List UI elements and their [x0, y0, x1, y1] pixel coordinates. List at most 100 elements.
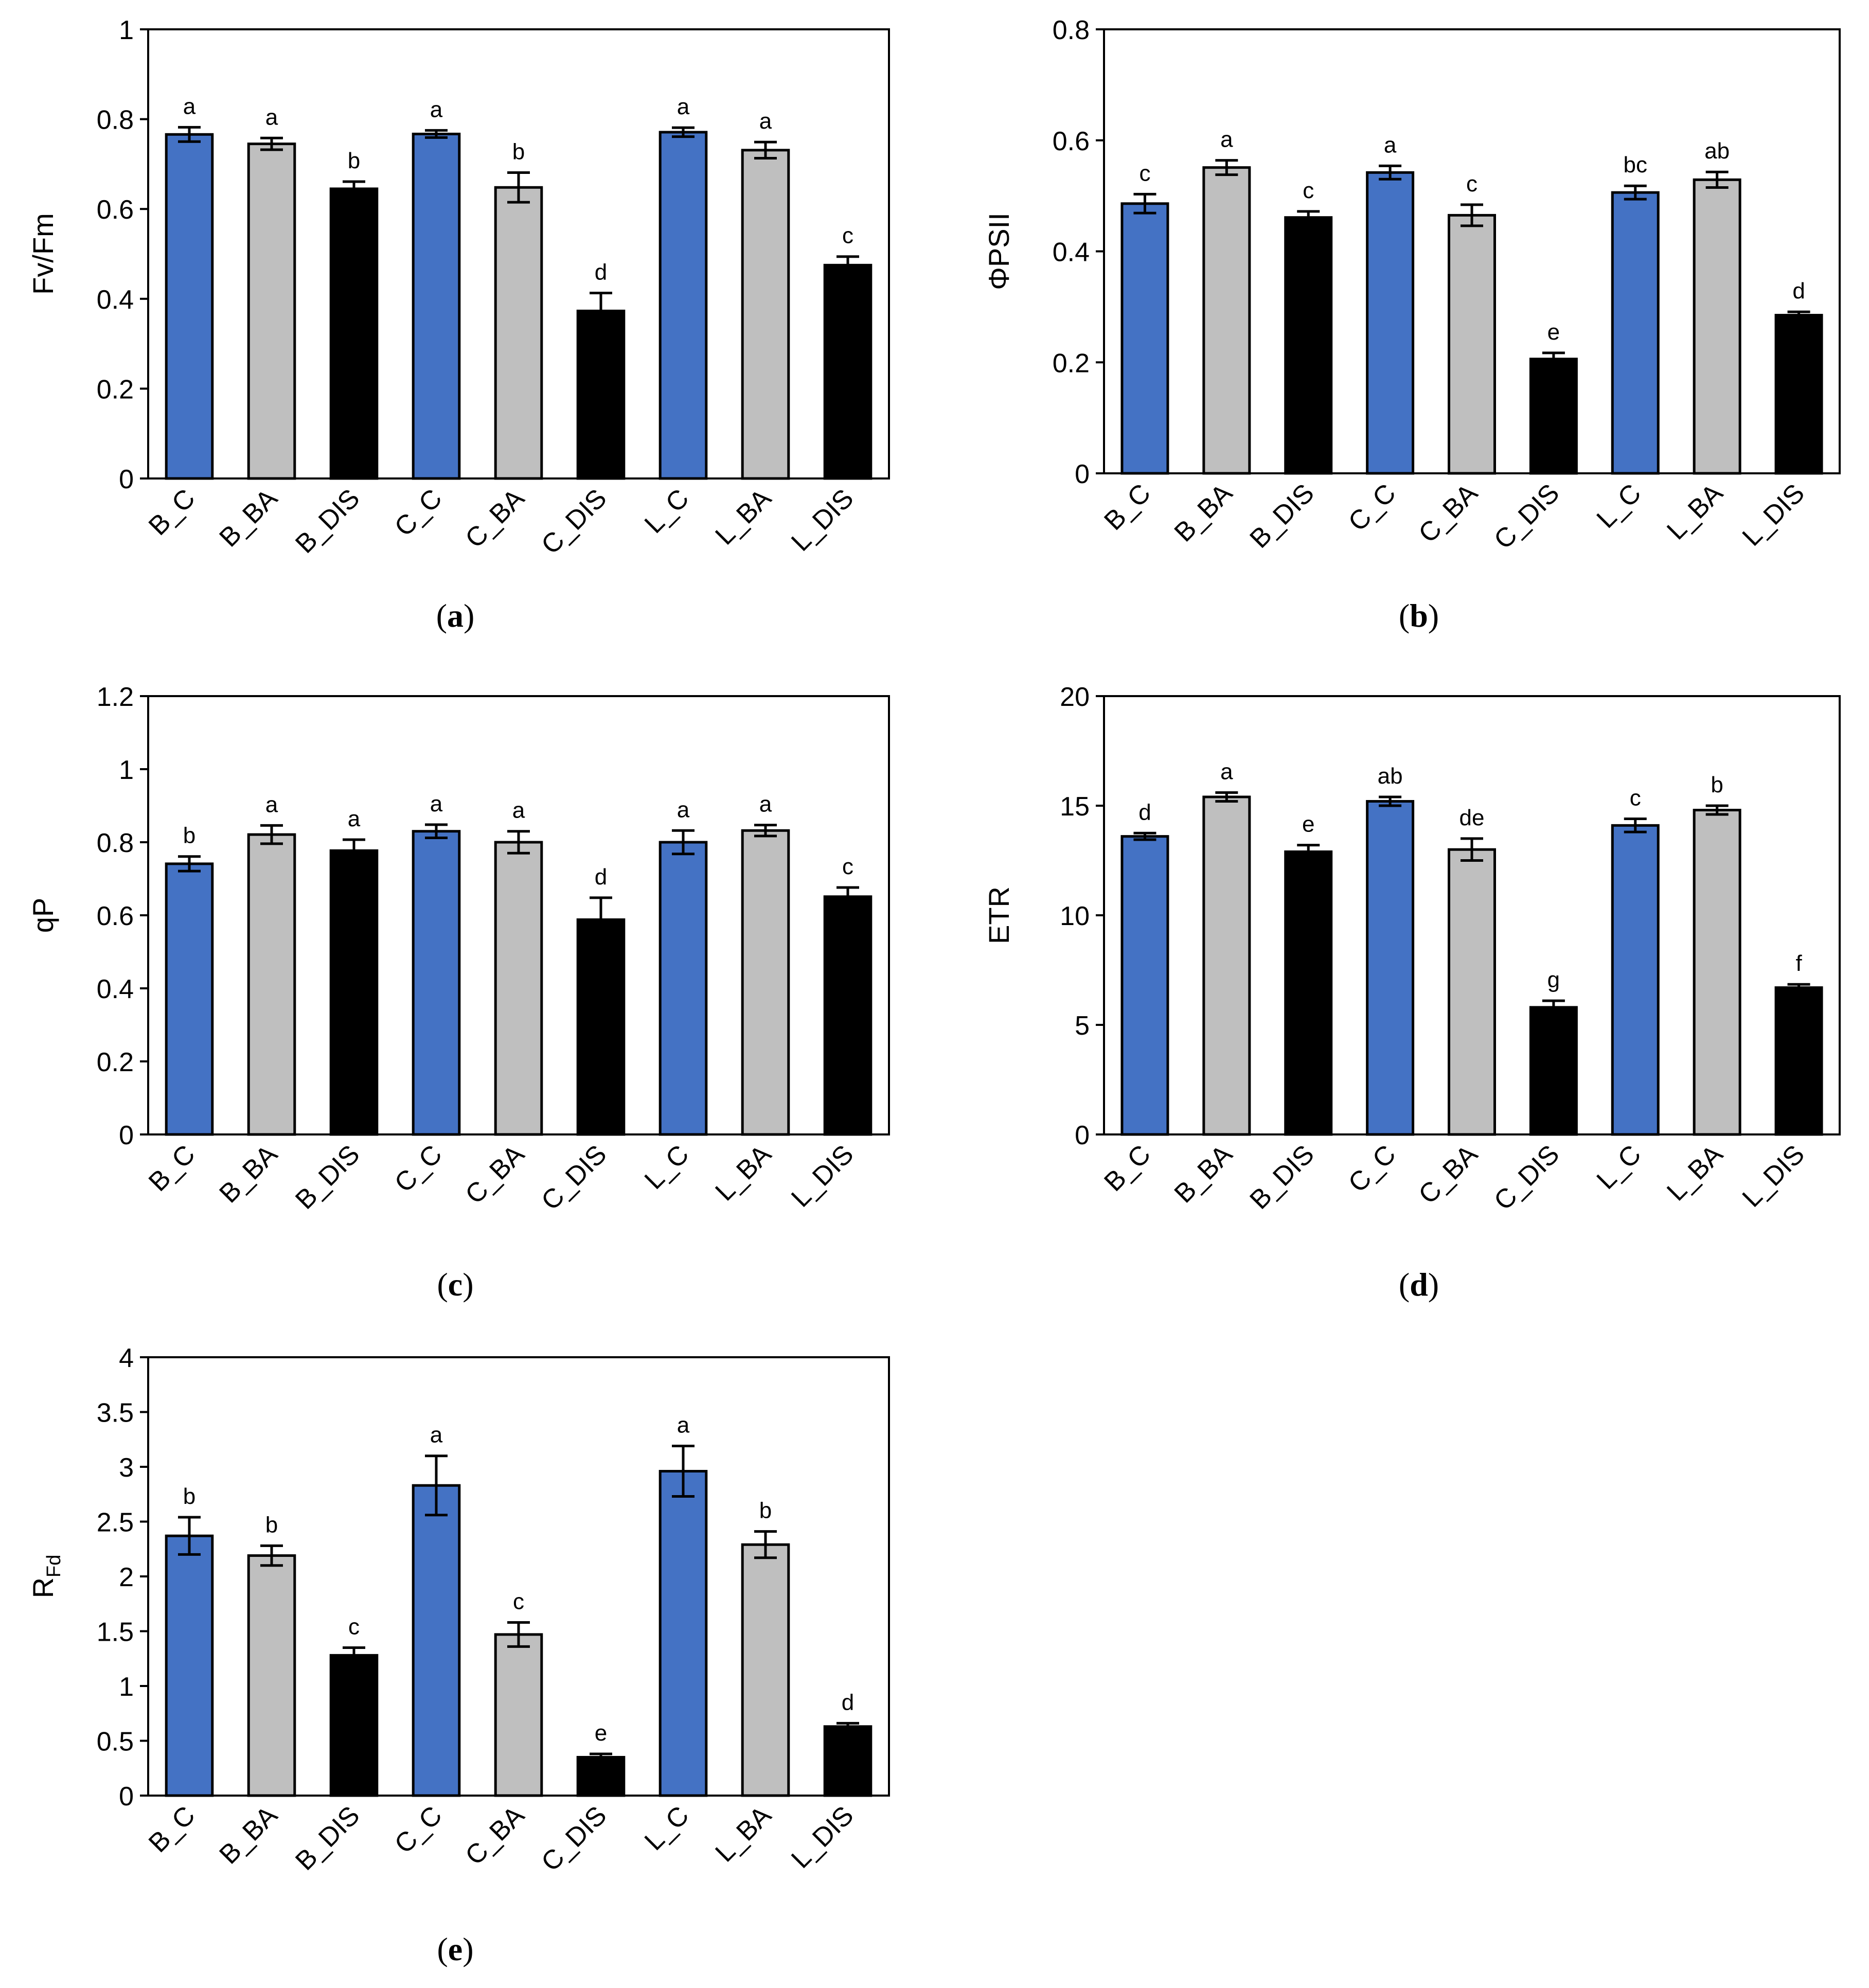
y-axis-title-text: Fv/Fm: [27, 213, 59, 295]
y-tick-label: 5: [1075, 1011, 1090, 1041]
chart-panel-c: 0 0.2 0.4 0.6 0.8 1 1.2 qP b B_C a B_BA a B_DIS a C_C a C…: [27, 682, 890, 1303]
x-tick-label: L_BA: [710, 1800, 777, 1868]
bar-B_DIS: [329, 187, 379, 480]
significance-letter: a: [183, 94, 196, 119]
x-tick-label: L_BA: [710, 1139, 777, 1206]
y-tick-label: 15: [1060, 792, 1090, 822]
significance-letter: e: [1547, 319, 1560, 345]
x-tick-label: B_C: [143, 1800, 201, 1858]
y-axis-title: ΦPSII: [983, 212, 1015, 290]
y-axis-title: Fv/Fm: [27, 213, 59, 295]
bar-L_DIS: [1774, 986, 1823, 1136]
y-tick-label: 1.5: [97, 1618, 134, 1647]
bar-L_DIS: [1774, 314, 1823, 475]
y-tick-label: 1.2: [97, 682, 134, 712]
bar-C_C: [412, 1484, 461, 1797]
bar-B_BA: [1202, 795, 1251, 1136]
x-tick-label: C_BA: [459, 1800, 530, 1871]
panel-label: (c): [437, 1266, 473, 1303]
significance-letter: ab: [1704, 138, 1730, 164]
significance-letter: g: [1547, 967, 1560, 992]
panel-label-letter: b: [1410, 597, 1428, 634]
bar-B_BA: [247, 1554, 296, 1797]
x-tick-label: L_BA: [1661, 1139, 1729, 1206]
x-tick-label: B_DIS: [1244, 1139, 1320, 1215]
bar-C_DIS: [576, 1755, 626, 1797]
y-tick-label: 2: [119, 1563, 134, 1592]
x-tick-label: L_C: [639, 1139, 695, 1195]
significance-letter: b: [512, 139, 525, 164]
panel-label-paren-close: ): [1428, 597, 1439, 634]
significance-letter: e: [595, 1720, 607, 1746]
panel-label-paren-open: (: [437, 1931, 448, 1967]
panel-label-paren-close: ): [462, 1931, 473, 1967]
panel-label-paren-open: (: [1399, 1266, 1410, 1303]
bar-B_DIS: [329, 1654, 379, 1797]
x-tick-label: B_BA: [213, 1139, 283, 1209]
bar-L_C: [658, 1470, 708, 1797]
y-tick-label: 0: [1075, 459, 1090, 489]
significance-letter: a: [348, 806, 361, 831]
panel-label-paren-open: (: [437, 1266, 448, 1303]
significance-letter: f: [1795, 951, 1802, 976]
y-tick-label: 0: [1075, 1121, 1090, 1150]
bar-B_C: [165, 862, 214, 1136]
significance-letter: a: [265, 104, 278, 130]
panel-label-paren-close: ): [462, 1266, 473, 1303]
x-tick-label: C_DIS: [536, 1800, 612, 1877]
significance-letter: a: [1384, 132, 1397, 157]
bar-B_C: [165, 1534, 214, 1797]
bar-C_BA: [494, 186, 543, 480]
significance-letter: a: [1220, 759, 1233, 784]
bar-B_BA: [247, 833, 296, 1136]
y-tick-label: 0: [119, 465, 134, 494]
x-tick-label: C_DIS: [536, 483, 612, 560]
y-tick-label: 1: [119, 755, 134, 785]
y-tick-label: 0.2: [97, 375, 134, 404]
significance-letter: a: [677, 797, 690, 822]
x-tick-label: L_C: [1591, 478, 1647, 534]
y-tick-label: 0.8: [97, 828, 134, 858]
significance-letter: b: [1711, 772, 1723, 797]
panel-label-letter: e: [448, 1931, 462, 1967]
significance-letter: c: [842, 854, 853, 879]
bar-C_C: [412, 132, 461, 480]
y-tick-label: 2.5: [97, 1508, 134, 1538]
y-tick-label: 10: [1060, 901, 1090, 931]
x-tick-label: B_DIS: [1244, 478, 1320, 554]
chart-panel-b: 0 0.2 0.4 0.6 0.8 ΦPSII c B_C a B_BA c B_DIS a C_C c C_…: [983, 15, 1841, 634]
bar-B_C: [1120, 835, 1169, 1136]
bar-C_DIS: [1529, 1006, 1578, 1136]
bar-C_BA: [494, 1633, 543, 1797]
x-tick-label: C_DIS: [1488, 478, 1565, 555]
y-tick-label: 0.6: [97, 195, 134, 225]
chart-panel-a: 00.20.40.60.81Fv/FmaB_CaB_BAbB_DISaC_CbC…: [27, 15, 890, 634]
significance-letter: c: [1466, 171, 1478, 197]
panel-label: (d): [1399, 1266, 1439, 1303]
panel-label: (e): [437, 1931, 473, 1967]
significance-letter: d: [595, 864, 607, 890]
bar-L_DIS: [823, 1725, 873, 1797]
panel-label-paren-open: (: [1399, 597, 1410, 634]
significance-letter: ab: [1378, 764, 1403, 789]
x-tick-label: B_DIS: [290, 1800, 365, 1876]
x-tick-label: L_DIS: [786, 483, 859, 557]
y-axis-title: ETR: [983, 886, 1015, 944]
y-tick-label: 3: [119, 1453, 134, 1483]
x-tick-label: B_BA: [213, 483, 283, 553]
x-tick-label: L_C: [639, 1800, 695, 1856]
significance-letter: bc: [1624, 152, 1647, 177]
y-tick-label: 3.5: [97, 1398, 134, 1428]
significance-letter: c: [513, 1589, 524, 1614]
significance-letter: a: [512, 798, 525, 823]
y-tick-label: 20: [1060, 682, 1090, 712]
significance-letter: a: [677, 1413, 690, 1438]
panel-label: (b): [1399, 597, 1439, 634]
y-axis-title-text: R: [27, 1577, 59, 1598]
x-tick-label: B_C: [1098, 478, 1156, 536]
panel-label-letter: d: [1410, 1266, 1428, 1303]
bar-B_DIS: [1284, 850, 1333, 1136]
y-axis-title-text: qP: [27, 898, 59, 933]
x-tick-label: B_BA: [1169, 1139, 1238, 1209]
x-tick-label: C_C: [389, 483, 448, 542]
